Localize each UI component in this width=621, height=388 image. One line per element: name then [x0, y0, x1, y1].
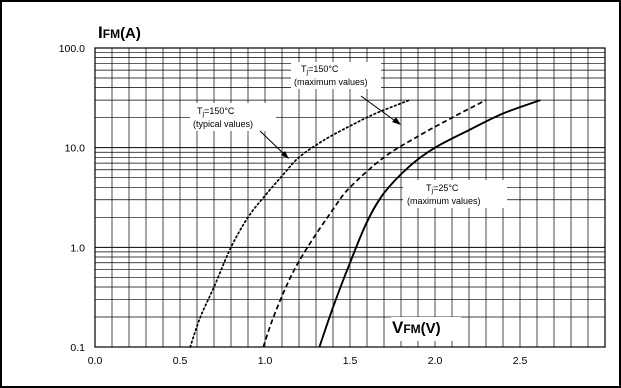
series-curve-dotted [190, 100, 409, 347]
series-group [190, 100, 540, 347]
y-tick-label: 0.1 [70, 342, 85, 354]
y-axis-title-sub: FM [103, 27, 120, 41]
series-curve-dashed [263, 100, 486, 347]
grid [95, 48, 605, 347]
y-axis-title-unit: (A) [120, 25, 141, 42]
x-axis-title-main: V [392, 318, 404, 337]
annotation-max-25-rest: =25°C [433, 183, 459, 193]
annotation-max-150-arrowhead [392, 117, 401, 125]
annotation-max-150-rest: =150°C [308, 64, 339, 74]
annotation-typical-150-rest: =150°C [204, 106, 235, 116]
x-tick-labels: 0.0 0.5 1.0 1.5 2.0 2.5 [88, 355, 528, 367]
x-axis-title-unit: (V) [421, 320, 441, 337]
x-tick-label: 1.0 [258, 355, 273, 367]
x-axis-title-sub: FM [403, 322, 420, 336]
x-tick-label: 1.5 [343, 355, 358, 367]
annotation-max-25-line2: (maximum values) [407, 196, 481, 206]
x-tick-label: 2.0 [428, 355, 443, 367]
annotation-typical-150-line2: (typical values) [193, 119, 253, 129]
y-axis-title: IFM(A) [98, 23, 141, 42]
y-tick-label: 10.0 [65, 143, 86, 155]
x-tick-label: 0.0 [88, 355, 103, 367]
y-tick-label: 1.0 [70, 242, 85, 254]
x-tick-label: 2.5 [513, 355, 528, 367]
annotation-max-150-line2: (maximum values) [294, 77, 368, 87]
x-tick-label: 0.5 [173, 355, 188, 367]
y-tick-label: 100.0 [59, 43, 85, 55]
series-curve-solid [319, 100, 540, 347]
y-tick-labels: 100.0 10.0 1.0 0.1 [59, 43, 85, 354]
